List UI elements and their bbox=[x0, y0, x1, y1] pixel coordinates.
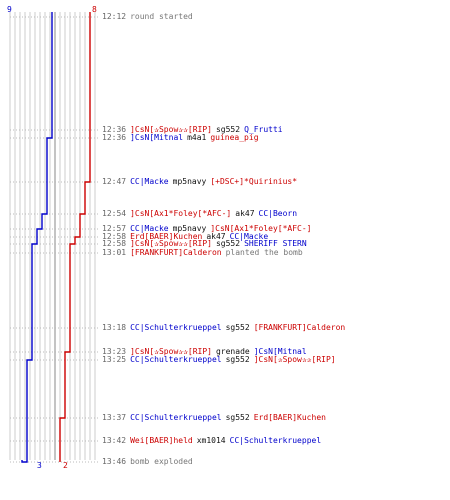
event-text: ]CsN[Mitnal bbox=[253, 347, 307, 356]
event-text: ]CsN[✰Spow✰✰[RIP] bbox=[130, 347, 212, 356]
event-text: CC|Schulterkrueppel bbox=[130, 323, 222, 332]
event-row: 13:46 bomb exploded bbox=[102, 457, 197, 467]
event-time: 12:47 bbox=[102, 177, 127, 186]
event-row: 12:36]CsN[✰Spow✰✰[RIP] sg552 Q_Frutti bbox=[102, 125, 287, 135]
event-text: CC|Macke bbox=[229, 232, 269, 241]
event-text: SHERIFF STERN bbox=[244, 239, 307, 248]
event-text: sg552 bbox=[225, 355, 250, 364]
event-row: 12:54]CsN[Ax1*Foley[*AFC-] ak47 CC|Beorn bbox=[102, 209, 301, 219]
event-text: sg552 bbox=[215, 239, 241, 248]
event-text: sg552 bbox=[215, 125, 241, 134]
event-time: 12:12 bbox=[102, 12, 127, 21]
event-text: ]CsN[Ax1*Foley[*AFC-] bbox=[130, 209, 232, 218]
event-row: 13:01 [FRANKFURT]Calderon planted the bomb bbox=[102, 248, 307, 258]
event-text: ]CsN[✰Spow✰✰[RIP] bbox=[130, 125, 212, 134]
event-time: 12:58 bbox=[102, 232, 127, 241]
event-row: 12:58 Erd[BAER]Kuchen ak47 CC|Macke bbox=[102, 232, 272, 242]
event-text: planted the bomb bbox=[225, 248, 303, 257]
event-time: 12:36 bbox=[102, 133, 127, 142]
event-time: 13:23 bbox=[102, 347, 127, 356]
event-text: ]CsN[✰Spow✰✰[RIP] bbox=[253, 355, 336, 364]
event-text: Q_Frutti bbox=[244, 125, 283, 134]
event-text: ak47 bbox=[235, 209, 255, 218]
blue-team-line bbox=[21, 12, 53, 463]
event-time: 13:18 bbox=[102, 323, 127, 332]
event-text: CC|Schulterkrueppel bbox=[229, 436, 322, 445]
red-end-count: 2 bbox=[63, 461, 68, 470]
event-text: guinea_pig bbox=[210, 133, 259, 142]
event-text: grenade bbox=[215, 347, 250, 356]
event-text: sg552 bbox=[225, 413, 250, 422]
event-text: sg552 bbox=[225, 323, 250, 332]
event-text: ]CsN[Mitnal bbox=[130, 133, 184, 142]
event-text: ]CsN[✰Spow✰✰[RIP] bbox=[130, 239, 212, 248]
event-row: 13:37 CC|Schulterkrueppel sg552 Erd[BAER]Ku… bbox=[102, 413, 330, 423]
event-time: 13:25 bbox=[102, 355, 127, 364]
event-row: 12:58]CsN[✰Spow✰✰[RIP] sg552 SHERIFF STERN bbox=[102, 239, 311, 249]
event-text: CC|Schulterkrueppel bbox=[130, 413, 222, 422]
event-text: bomb exploded bbox=[130, 457, 193, 466]
event-text: CC|Schulterkrueppel bbox=[130, 355, 222, 364]
event-text: ]CsN[Ax1*Foley[*AFC-] bbox=[210, 224, 312, 233]
event-row: 13:25 CC|Schulterkrueppel sg552]CsN[✰Spow✰… bbox=[102, 355, 340, 365]
red-team-line bbox=[59, 12, 91, 462]
event-time: 12:58 bbox=[102, 239, 127, 248]
event-text: mp5navy bbox=[172, 224, 207, 233]
blue-end-count: 3 bbox=[37, 461, 42, 470]
event-row: 13:23]CsN[✰Spow✰✰[RIP] grenade]CsN[Mitnal bbox=[102, 347, 311, 357]
event-text: [FRANKFURT]Calderon bbox=[130, 248, 222, 257]
event-row: 12:36]CsN[Mitnal m4a1 guinea_pig bbox=[102, 133, 263, 143]
event-text: m4a1 bbox=[187, 133, 207, 142]
event-text: Wei[BAER]held bbox=[130, 436, 193, 445]
event-text: Erd[BAER]Kuchen bbox=[130, 232, 203, 241]
event-row: 12:12 round started bbox=[102, 12, 197, 22]
event-time: 13:42 bbox=[102, 436, 127, 445]
event-time: 12:57 bbox=[102, 224, 127, 233]
event-time: 13:46 bbox=[102, 457, 127, 466]
event-time: 13:01 bbox=[102, 248, 127, 257]
event-text: [FRANKFURT]Calderon bbox=[253, 323, 346, 332]
event-time: 12:36 bbox=[102, 125, 127, 134]
event-text: mp5navy bbox=[172, 177, 207, 186]
red-start-count: 8 bbox=[92, 5, 97, 14]
event-text: xm1014 bbox=[196, 436, 226, 445]
event-text: CC|Beorn bbox=[258, 209, 298, 218]
event-text: Erd[BAER]Kuchen bbox=[253, 413, 326, 422]
event-time: 12:54 bbox=[102, 209, 127, 218]
event-text: CC|Macke bbox=[130, 224, 169, 233]
event-text: ak47 bbox=[206, 232, 226, 241]
event-row: 13:42 Wei[BAER]held xm1014 CC|Schulterkruep… bbox=[102, 436, 325, 446]
event-text: CC|Macke bbox=[130, 177, 169, 186]
event-row: 12:57 CC|Macke mp5navy]CsN[Ax1*Foley[*AFC-… bbox=[102, 224, 316, 234]
event-time: 13:37 bbox=[102, 413, 127, 422]
event-row: 12:47 CC|Macke mp5navy [+DSC+]*Quirinius* bbox=[102, 177, 301, 187]
blue-start-count: 9 bbox=[7, 5, 12, 14]
event-row: 13:18 CC|Schulterkrueppel sg552 [FRANKFURT]… bbox=[102, 323, 349, 333]
event-text: [+DSC+]*Quirinius* bbox=[210, 177, 298, 186]
event-text: round started bbox=[130, 12, 193, 21]
